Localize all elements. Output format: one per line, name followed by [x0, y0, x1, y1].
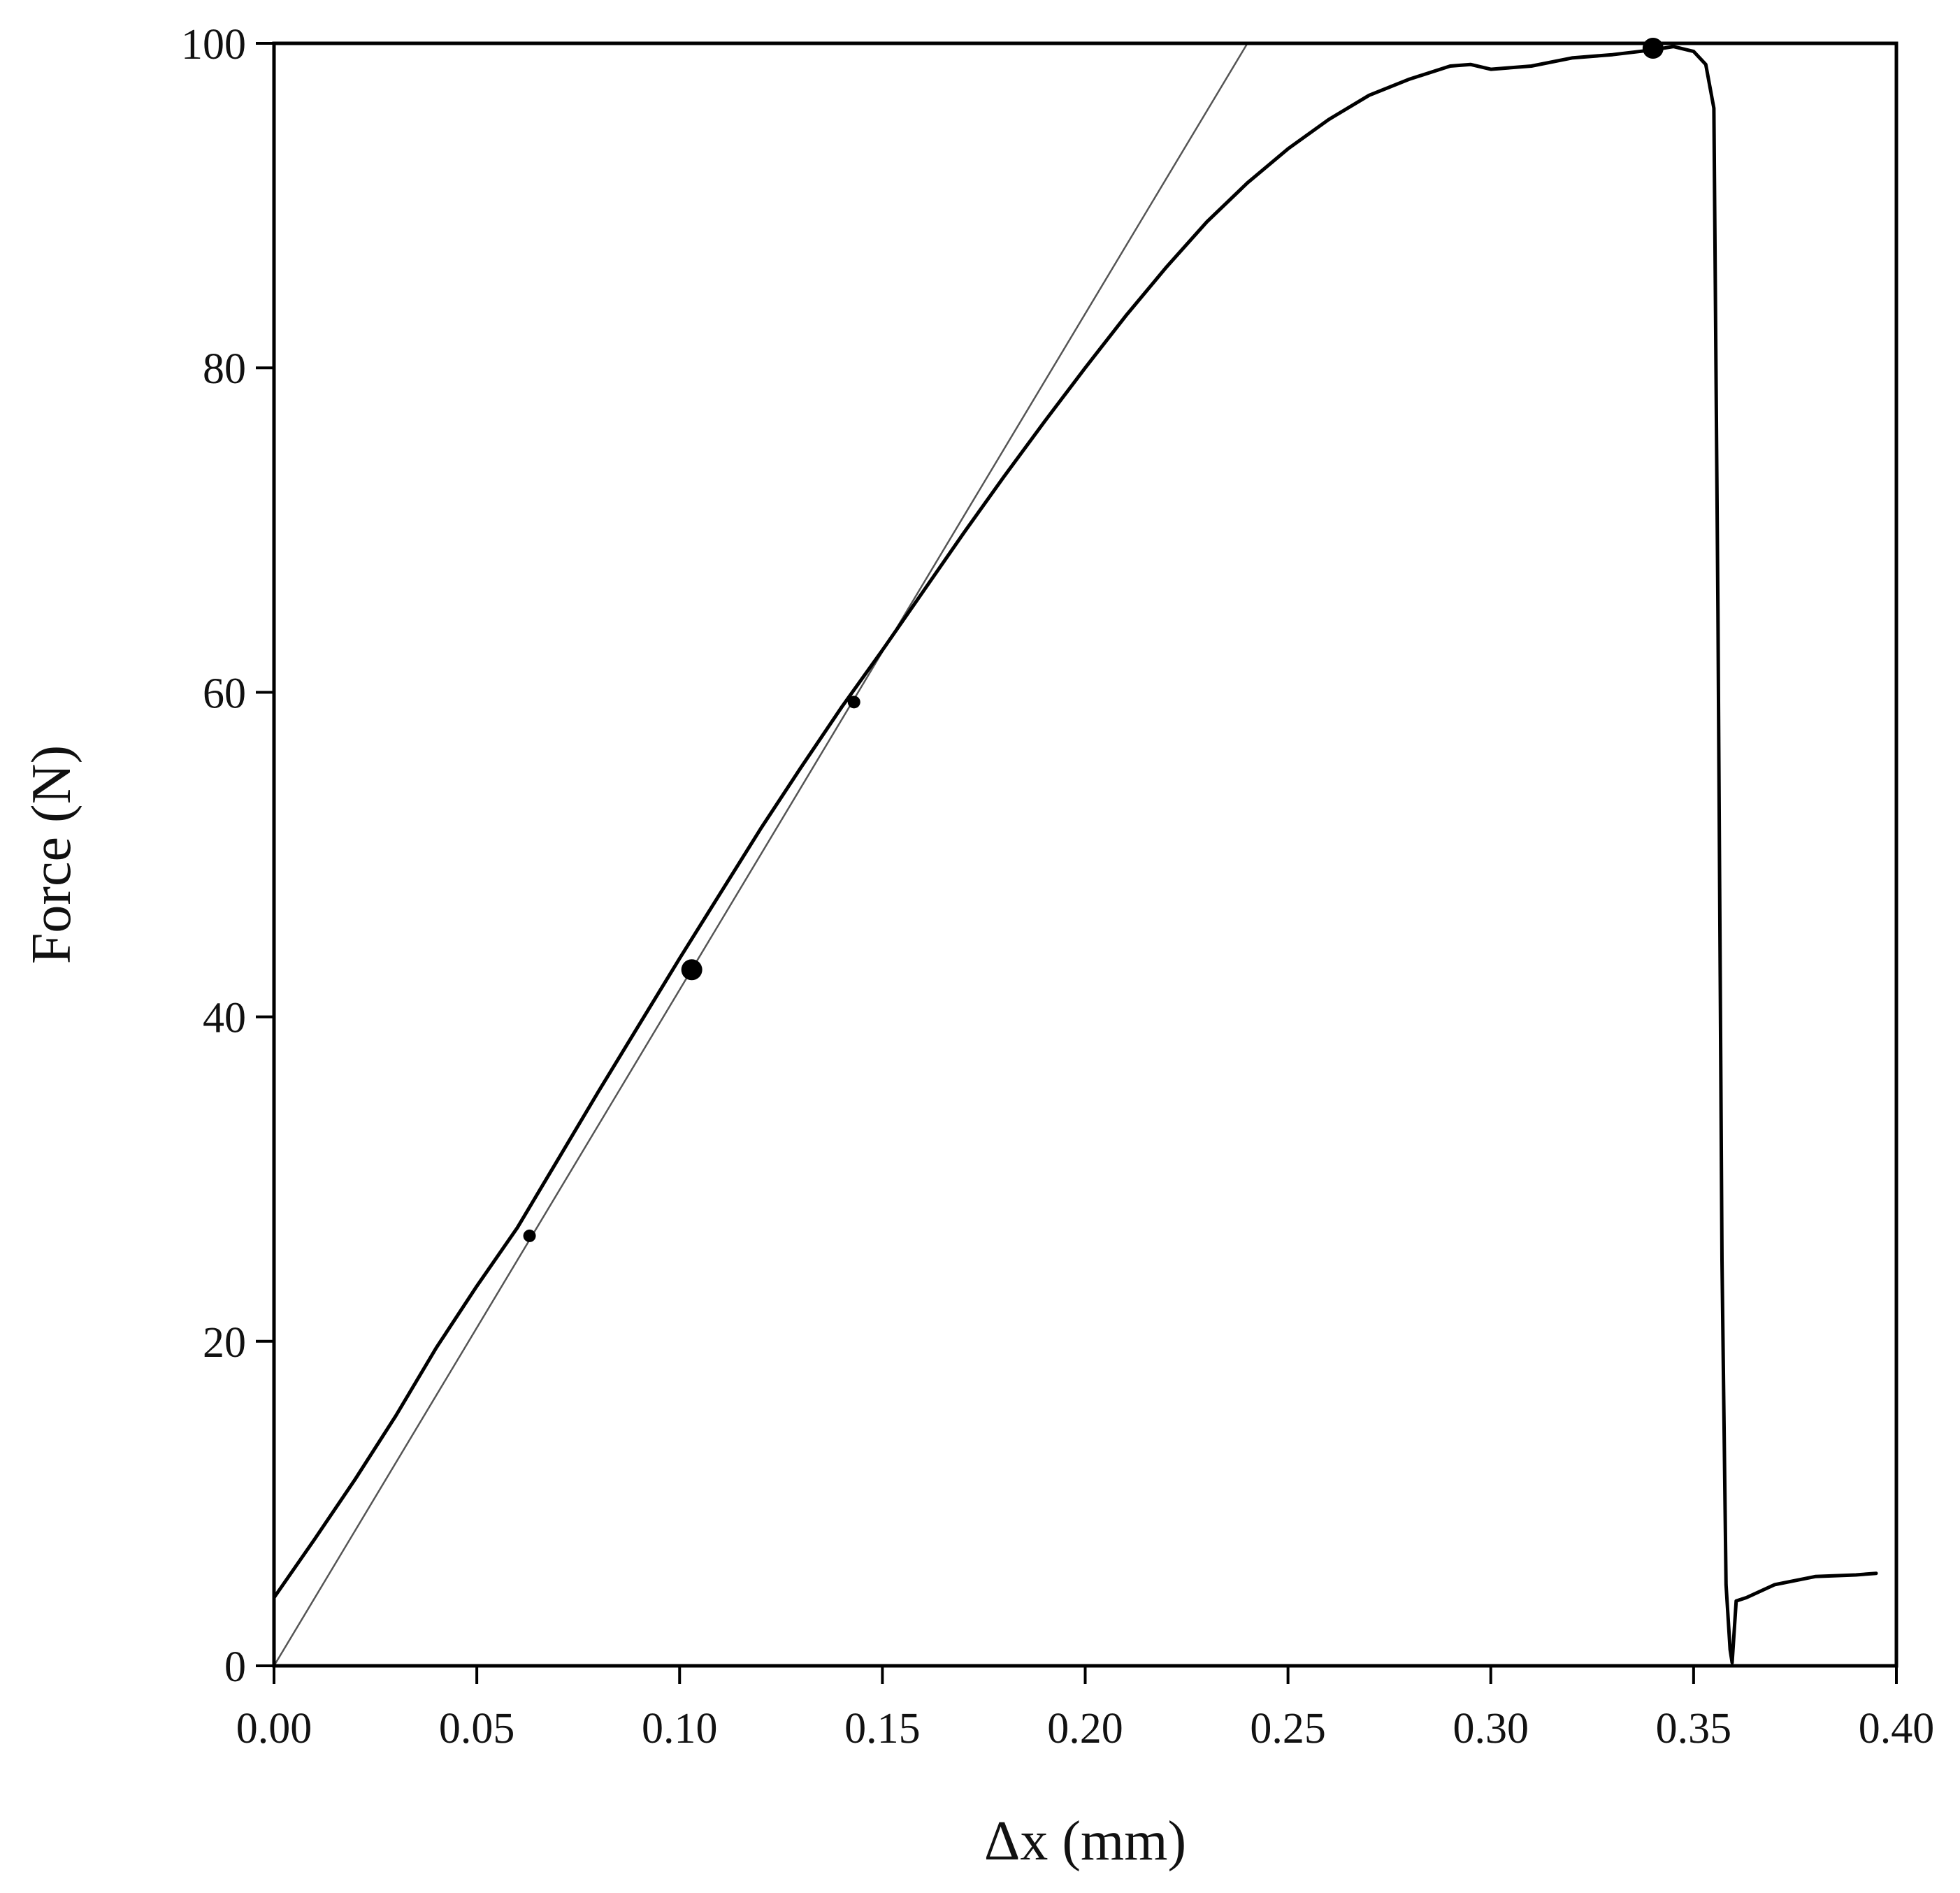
- x-tick-label: 0.15: [844, 1705, 921, 1752]
- x-axis-ticks: 0.00 0.05 0.10 0.15 0.20 0.25 0.30 0.35 0.40: [236, 1666, 1935, 1752]
- y-tick-label: 20: [203, 1319, 246, 1367]
- x-tick-label: 0.00: [236, 1705, 312, 1752]
- x-tick-label: 0.40: [1859, 1705, 1935, 1752]
- x-tick-label: 0.10: [642, 1705, 718, 1752]
- tangent-line: [273, 42, 1248, 1667]
- y-tick-label: 40: [203, 995, 246, 1042]
- y-tick-label: 60: [203, 670, 246, 717]
- marker-layer: [523, 37, 1664, 1242]
- plot-border: [272, 41, 1898, 1668]
- measured-force-curve: [272, 45, 1878, 1664]
- y-axis-title: Force (N): [21, 745, 82, 964]
- x-tick-label: 0.35: [1656, 1705, 1732, 1752]
- x-axis-title: Δx (mm): [984, 1811, 1186, 1872]
- measured-curve-layer: [272, 45, 1878, 1664]
- plot-frame: [272, 41, 1898, 1668]
- y-tick-label: 100: [181, 21, 246, 69]
- x-tick-label: 0.05: [439, 1705, 515, 1752]
- y-tick-label: 80: [203, 345, 246, 393]
- data-point-marker: [847, 696, 860, 709]
- x-tick-label: 0.20: [1047, 1705, 1123, 1752]
- y-tick-label: 0: [224, 1643, 246, 1691]
- data-point-marker: [523, 1229, 536, 1242]
- tangent-line-layer: [273, 42, 1248, 1667]
- data-point-marker: [1642, 37, 1664, 59]
- x-tick-label: 0.25: [1250, 1705, 1326, 1752]
- data-point-marker: [681, 959, 702, 981]
- x-tick-label: 0.30: [1453, 1705, 1529, 1752]
- y-axis-ticks: 0 20 40 60 80 100: [181, 21, 274, 1691]
